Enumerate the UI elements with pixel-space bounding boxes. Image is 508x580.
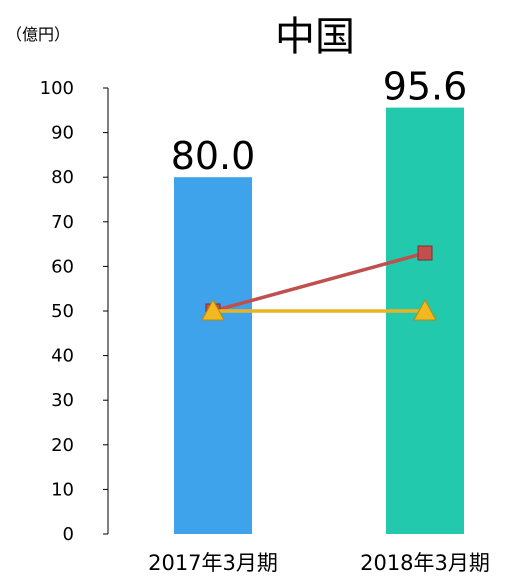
series-line [212, 251, 426, 313]
x-category-label: 2018年3月期 [360, 551, 490, 575]
x-axis-labels: 2017年3月期 2018年3月期 [148, 551, 490, 575]
y-axis: 0 10 20 30 40 50 60 70 80 90 100 [40, 78, 109, 545]
bar [174, 177, 252, 534]
bar [386, 107, 464, 535]
y-tick-label: 30 [51, 390, 74, 411]
square-marker [417, 245, 433, 261]
y-tick-label: 80 [51, 167, 74, 188]
y-tick-label: 90 [51, 123, 74, 144]
y-tick-label: 50 [51, 301, 74, 322]
y-tick-label: 70 [51, 212, 74, 233]
y-tick-label: 0 [63, 524, 74, 545]
chart-title: 中国 [275, 14, 355, 60]
y-tick-label: 100 [40, 78, 74, 99]
y-tick-label: 40 [51, 346, 74, 367]
bars: 80.0 95.6 [171, 65, 468, 535]
triangle-marker [201, 298, 225, 321]
y-tick-label: 60 [51, 256, 74, 277]
line-series [201, 245, 437, 321]
bar-data-label: 80.0 [171, 134, 256, 178]
unit-label: （億円） [6, 25, 70, 44]
triangle-marker [413, 298, 437, 321]
y-tick-label: 20 [51, 435, 74, 456]
bar-data-label: 95.6 [383, 65, 468, 109]
y-tick-label: 10 [51, 479, 74, 500]
x-category-label: 2017年3月期 [148, 551, 278, 575]
